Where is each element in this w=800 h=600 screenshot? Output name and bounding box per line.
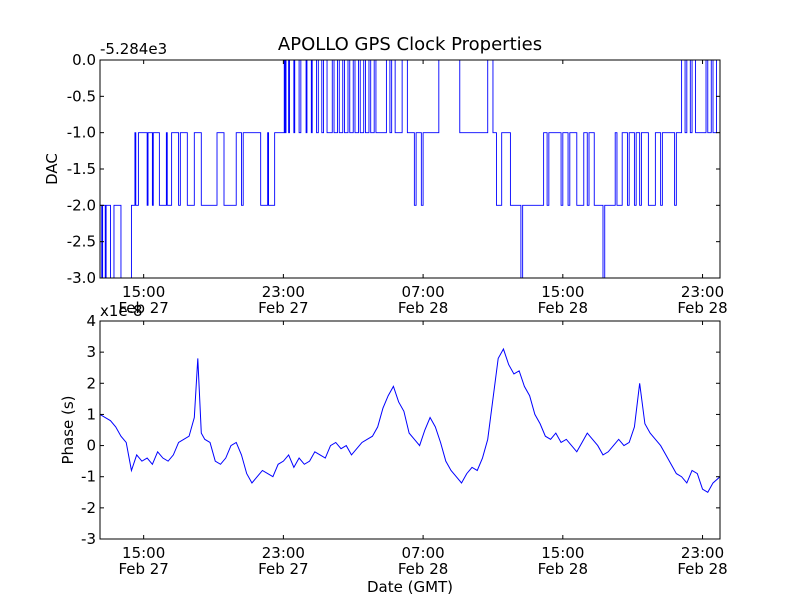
x-tick-date-label: Feb 28 (398, 299, 448, 317)
x-tick-date-label: Feb 28 (398, 560, 448, 578)
x-tick-date-label: Feb 28 (677, 560, 727, 578)
x-tick-date-label: Feb 28 (538, 299, 588, 317)
x-tick-time-label: 15:00 (541, 283, 584, 301)
x-tick-time-label: 15:00 (122, 283, 165, 301)
y-tick-label: -3.0 (67, 269, 96, 287)
x-tick-date-label: Feb 27 (118, 560, 168, 578)
y-tick-label: -2 (81, 499, 96, 517)
x-tick-time-label: 23:00 (681, 544, 724, 562)
x-tick-time-label: 23:00 (681, 283, 724, 301)
phase-axes-frame (99, 320, 721, 540)
dac-offset-label: -5.284e3 (100, 40, 167, 58)
x-tick-date-label: Feb 27 (118, 299, 168, 317)
y-tick-label: 1 (86, 405, 96, 423)
x-tick-date-label: Feb 28 (538, 560, 588, 578)
x-tick-time-label: 07:00 (401, 544, 444, 562)
x-tick-time-label: 23:00 (262, 544, 305, 562)
phase-ylabel: Phase (s) (59, 395, 77, 464)
x-tick-time-label: 15:00 (122, 544, 165, 562)
x-axis-label: Date (GMT) (367, 578, 453, 596)
x-tick-time-label: 15:00 (541, 544, 584, 562)
y-tick-label: 2 (86, 374, 96, 392)
y-tick-label: 3 (86, 343, 96, 361)
y-tick-label: 0 (86, 437, 96, 455)
dac-ylabel: DAC (43, 153, 61, 185)
x-tick-date-label: Feb 27 (258, 560, 308, 578)
phase-offset-label: x1e-8 (100, 302, 143, 320)
x-tick-time-label: 07:00 (401, 283, 444, 301)
phase-series-line (99, 347, 721, 493)
y-tick-label: 4 (86, 312, 96, 330)
y-tick-label: -2.0 (67, 196, 96, 214)
y-tick-label: 0.0 (72, 51, 96, 69)
y-tick-label: -1.5 (67, 160, 96, 178)
x-tick-date-label: Feb 27 (258, 299, 308, 317)
y-tick-label: -3 (81, 530, 96, 548)
y-tick-label: -2.5 (67, 233, 96, 251)
y-tick-label: -1.0 (67, 124, 96, 142)
y-tick-label: -0.5 (67, 87, 96, 105)
x-tick-time-label: 23:00 (262, 283, 305, 301)
y-tick-label: -1 (81, 468, 96, 486)
chart-title: APOLLO GPS Clock Properties (278, 34, 542, 55)
x-tick-date-label: Feb 28 (677, 299, 727, 317)
